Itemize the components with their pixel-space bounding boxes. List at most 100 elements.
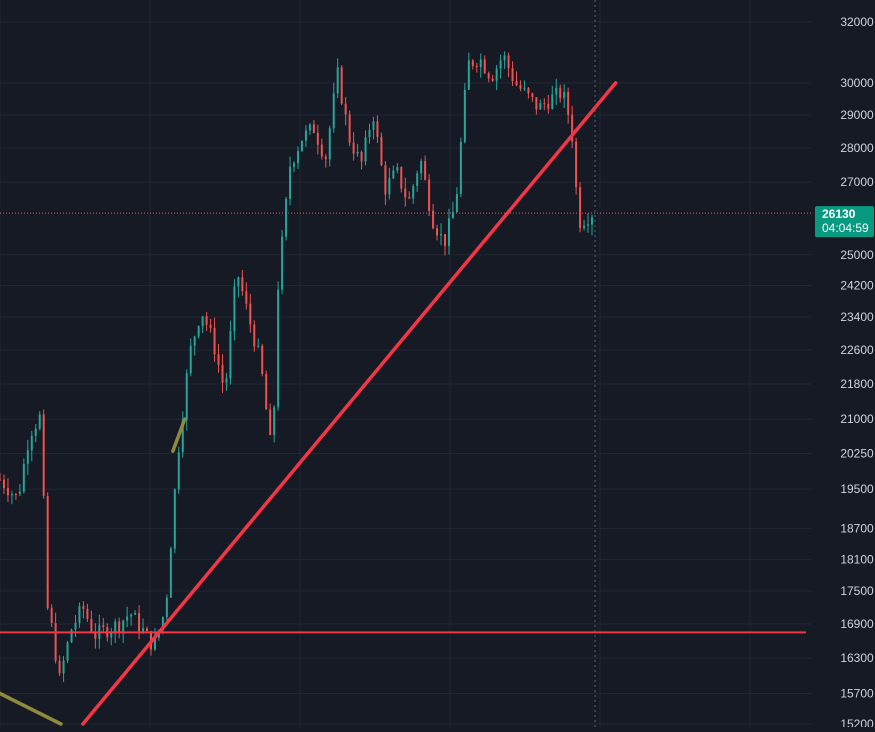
candle-body [94, 631, 97, 639]
candle-body [471, 60, 474, 66]
candle-body [583, 225, 586, 228]
candle-body [177, 452, 180, 490]
candle-body [535, 97, 538, 110]
candle-body [420, 161, 423, 174]
candle-body [142, 628, 145, 632]
candle-body [201, 316, 204, 327]
candle-body [165, 597, 168, 618]
candle-body [459, 141, 462, 195]
price-axis-tick-label: 15700 [840, 686, 874, 700]
candle-body [6, 488, 9, 496]
price-axis-tick-label: 29000 [840, 108, 874, 122]
price-axis-tick-label: 32000 [840, 15, 874, 29]
candle-body [110, 632, 113, 638]
current-price-badge: 26130 04:04:59 [815, 206, 874, 238]
candle-body [555, 87, 558, 95]
candle-body [483, 59, 486, 74]
candle-body [511, 68, 514, 82]
candle-body [146, 628, 149, 632]
candle-body [408, 197, 411, 199]
candle-body [304, 130, 307, 141]
candle-body [273, 407, 276, 435]
candle-body [388, 178, 391, 195]
candle-body [253, 324, 256, 347]
candle-body [428, 179, 431, 211]
candle-body [523, 88, 526, 90]
trendline [81, 81, 618, 726]
candle-body [400, 167, 403, 189]
candle-body [356, 151, 359, 154]
price-axis-tick-label: 25000 [840, 248, 874, 262]
candle-body [122, 620, 125, 632]
candle-body [58, 660, 61, 674]
candle-countdown-label: 04:04:59 [822, 221, 869, 235]
candle-body [138, 613, 141, 632]
candle-body [519, 85, 522, 89]
candle-body [372, 121, 375, 130]
candle-body [34, 428, 37, 436]
candle-body [0, 479, 1, 481]
candle-body [193, 336, 196, 346]
candle-body [82, 606, 85, 609]
candle-body [126, 616, 129, 621]
candle-body [360, 151, 363, 162]
candle-body [424, 161, 427, 180]
candle-body [547, 103, 550, 109]
candle-body [392, 170, 395, 179]
price-axis-tick-label: 21800 [840, 377, 874, 391]
candle-body [50, 608, 53, 623]
candle-body [543, 103, 546, 105]
candle-body [30, 435, 33, 451]
candle-body [571, 114, 574, 142]
candle-body [78, 606, 81, 623]
price-axis-tick-label: 19500 [840, 482, 874, 496]
candle-body [380, 136, 383, 166]
candle-body [531, 93, 534, 98]
candle-body [221, 364, 224, 383]
current-price-label: 26130 [822, 207, 856, 221]
candle-body [277, 289, 280, 408]
candle-body [26, 450, 29, 464]
candle-body [114, 621, 117, 633]
price-axis-tick-label: 21000 [840, 412, 874, 426]
price-axis-tick-label: 20250 [840, 446, 874, 460]
trendline [171, 417, 187, 453]
candle-body [46, 496, 49, 609]
candle-body [181, 419, 184, 453]
candle-body [475, 65, 478, 68]
candle-body [340, 67, 343, 104]
candle-body [563, 91, 566, 99]
candle-body [344, 103, 347, 115]
candle-body [245, 291, 248, 304]
candle-body [130, 614, 133, 617]
candle-body [376, 121, 379, 137]
candle-body [225, 378, 228, 383]
grid [0, 0, 812, 727]
price-axis[interactable]: 32000 30000 29000 28000 27000 25000 24200 23400… [840, 15, 874, 731]
candle-body [479, 59, 482, 68]
candle-body [368, 129, 371, 138]
candle-body [551, 94, 554, 109]
candle-body [209, 324, 212, 328]
candle-body [308, 124, 311, 131]
candle-body [269, 409, 272, 435]
candle-body [455, 194, 458, 213]
candle-body [153, 637, 156, 650]
candle-body [14, 493, 17, 495]
candle-body [293, 162, 296, 167]
price-axis-tick-label: 18700 [840, 522, 874, 536]
candle-body [185, 373, 188, 420]
candle-body [463, 89, 466, 142]
candle-body [38, 414, 41, 429]
candle-body [22, 463, 25, 492]
candle-body [189, 345, 192, 374]
candle-body [527, 88, 530, 94]
candle-body [328, 128, 331, 160]
candle-body [440, 234, 443, 236]
candle-body [2, 479, 5, 489]
candle-body [161, 617, 164, 631]
candle-body [495, 68, 498, 81]
